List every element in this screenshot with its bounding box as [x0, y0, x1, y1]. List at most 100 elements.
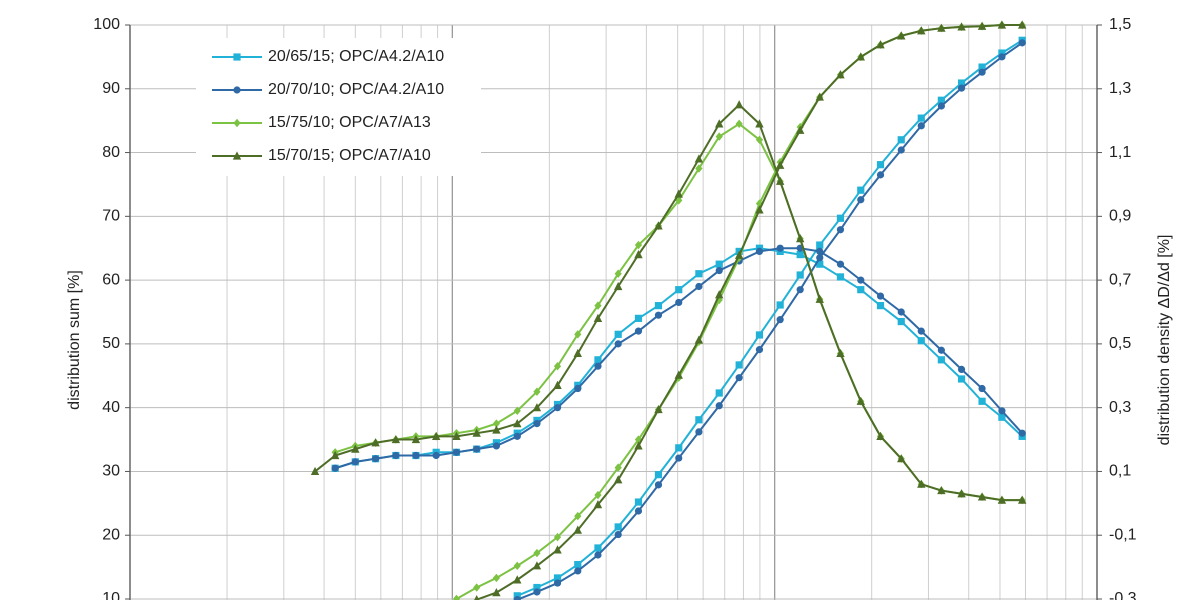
marker [836, 260, 845, 268]
marker [978, 397, 986, 405]
y2-tick-label: 0,7 [1109, 271, 1131, 288]
marker [513, 406, 521, 416]
marker [553, 579, 562, 587]
marker [614, 330, 622, 338]
marker [755, 247, 764, 256]
marker [513, 432, 521, 440]
marker [694, 335, 704, 344]
marker [917, 479, 926, 488]
marker [513, 592, 521, 600]
marker [735, 119, 743, 129]
y2-tick-label: 1,3 [1109, 80, 1131, 97]
marker [695, 164, 703, 173]
marker [897, 454, 906, 463]
marker [492, 442, 501, 450]
marker [897, 136, 905, 144]
marker [937, 96, 945, 104]
marker [796, 251, 804, 259]
marker [755, 119, 764, 128]
marker [897, 31, 906, 40]
marker [233, 118, 241, 128]
marker [735, 361, 743, 369]
marker [957, 84, 966, 92]
marker [755, 135, 764, 144]
marker [897, 146, 905, 154]
marker [452, 594, 461, 600]
y-tick-label: 20 [102, 526, 120, 543]
marker [371, 438, 380, 447]
marker [795, 125, 805, 134]
y-tick-label: 40 [102, 399, 120, 416]
marker [432, 451, 440, 460]
marker [897, 317, 905, 326]
marker [876, 292, 885, 300]
marker [574, 384, 582, 393]
marker [836, 273, 845, 281]
legend-label: 15/75/10; OPC/A7/A13 [268, 114, 431, 131]
marker [371, 455, 380, 463]
marker [897, 308, 905, 316]
marker [836, 226, 845, 234]
marker [233, 53, 241, 61]
marker [876, 40, 885, 49]
marker [473, 445, 481, 453]
sum-line [516, 42, 1023, 600]
marker [775, 176, 785, 185]
marker [573, 348, 582, 358]
marker [917, 26, 926, 35]
marker [937, 23, 946, 32]
y-tick-label: 100 [93, 16, 120, 33]
marker [654, 481, 663, 489]
marker [715, 132, 723, 141]
marker [715, 119, 724, 128]
marker [553, 380, 562, 389]
marker [815, 294, 824, 303]
marker [613, 281, 623, 291]
marker [755, 346, 764, 354]
y2-tick-label: 0,3 [1109, 399, 1131, 416]
marker [816, 254, 824, 262]
y-tick-label: 60 [102, 271, 120, 288]
marker [634, 327, 643, 335]
marker [675, 454, 683, 462]
y-tick-label: 10 [102, 590, 120, 600]
y-tick-label: 70 [102, 208, 120, 225]
marker [513, 561, 521, 571]
marker [533, 548, 541, 558]
marker [715, 402, 723, 410]
axes: 10 20 30 40 50 60 70 80 90 100 -0,3 -0,1 0,1 0,3 0,5 0,… [93, 16, 1137, 600]
marker [634, 498, 643, 506]
marker [594, 490, 602, 500]
marker [513, 596, 521, 600]
y2-tick-label: 1,1 [1109, 144, 1131, 161]
marker [957, 375, 966, 383]
density-line [334, 122, 1023, 502]
marker [836, 214, 845, 222]
legend-label: 20/65/15; OPC/A4.2/A10 [268, 48, 444, 65]
marker [978, 68, 986, 76]
marker [857, 186, 865, 194]
marker [492, 588, 501, 597]
marker [937, 102, 945, 110]
marker [857, 276, 865, 284]
marker [675, 286, 683, 294]
marker [876, 302, 885, 310]
marker [614, 269, 622, 278]
marker [654, 221, 663, 230]
marker [998, 49, 1006, 57]
marker [674, 370, 683, 379]
marker [776, 244, 784, 252]
marker [634, 250, 643, 259]
marker [492, 425, 501, 434]
marker [1017, 20, 1027, 29]
marker [816, 260, 824, 268]
marker [836, 348, 845, 358]
marker [351, 458, 359, 466]
marker [574, 330, 582, 339]
marker [452, 431, 461, 440]
marker [998, 413, 1006, 421]
marker [937, 356, 945, 364]
marker [715, 290, 724, 299]
marker [775, 160, 785, 169]
marker [957, 365, 966, 373]
